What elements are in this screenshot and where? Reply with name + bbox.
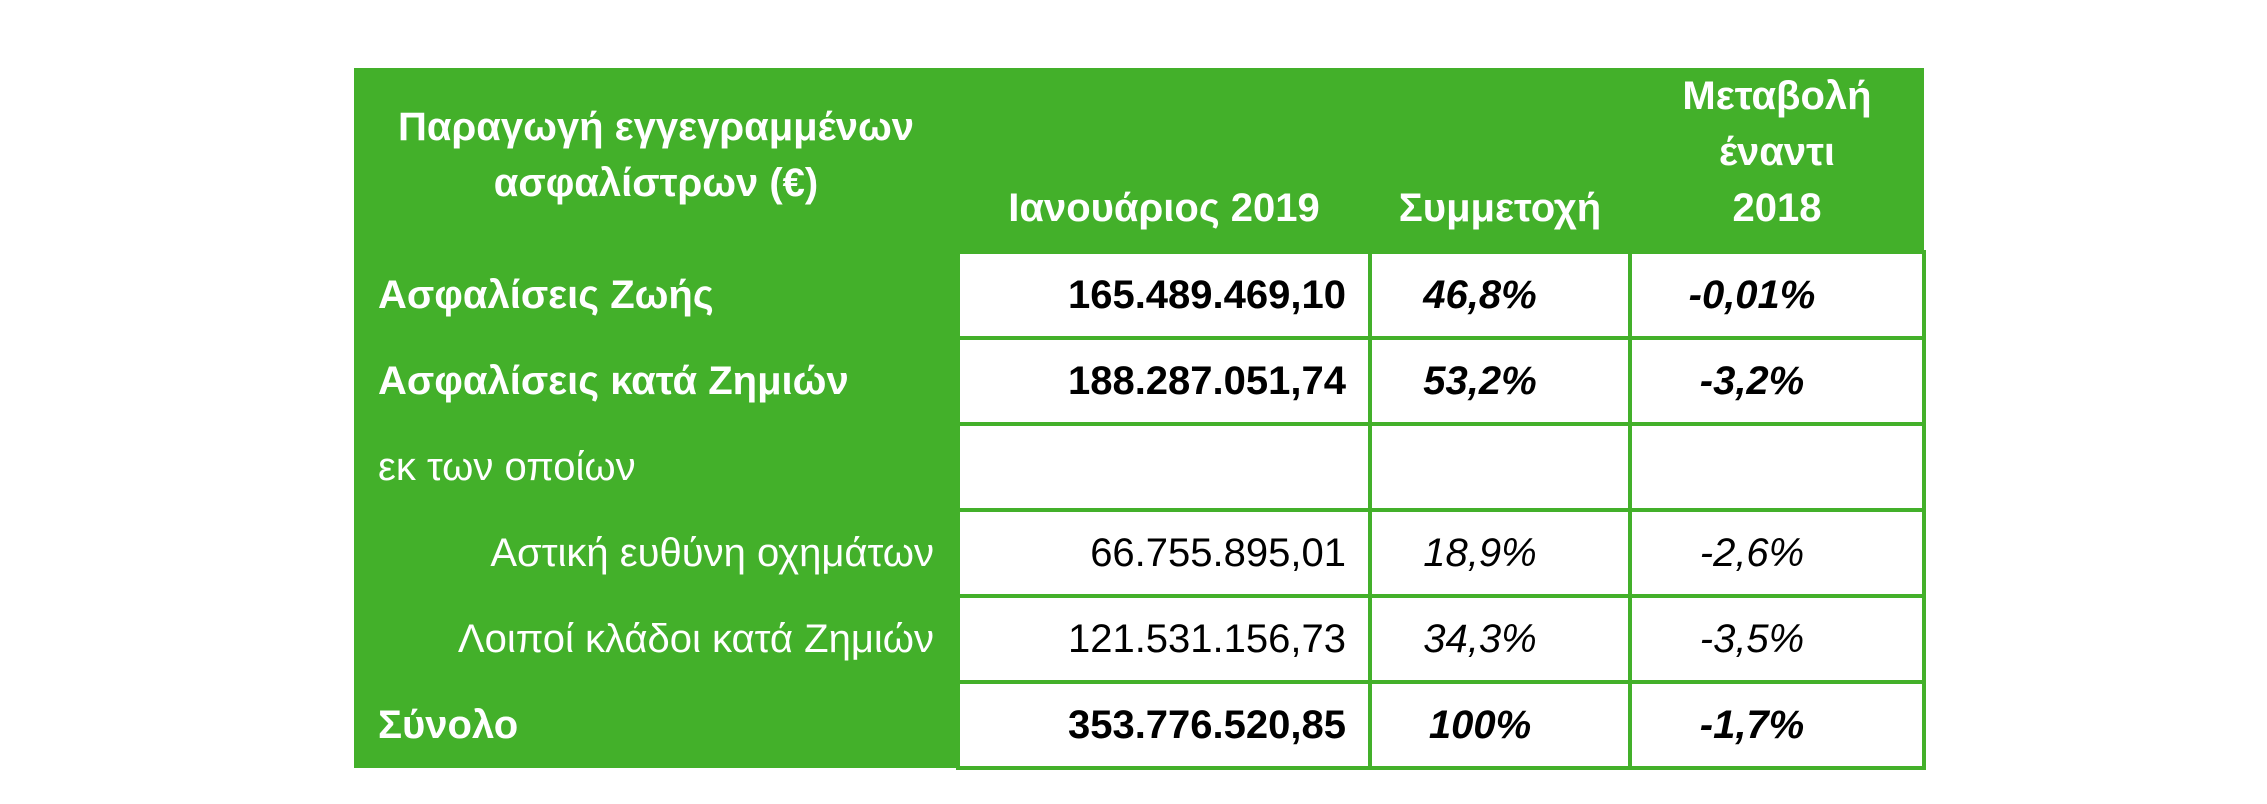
row-value: 66.755.895,01: [956, 508, 1372, 598]
row-change: -0,01%: [1628, 250, 1926, 340]
row-label: Ασφαλίσεις Ζωής: [354, 252, 958, 338]
row-value: 121.531.156,73: [956, 594, 1372, 684]
row-label: Σύνολο: [354, 682, 958, 768]
row-value: 188.287.051,74: [956, 336, 1372, 426]
row-change: -3,5%: [1628, 594, 1926, 684]
header-value: Ιανουάριος 2019: [1008, 186, 1320, 230]
row-change: -2,6%: [1628, 508, 1926, 598]
row-share: 34,3%: [1368, 594, 1632, 684]
row-value: 353.776.520,85: [956, 680, 1372, 770]
table-row-other-non-life: Λοιποί κλάδοι κατά Ζημιών 121.531.156,73…: [354, 594, 1926, 684]
row-change: -3,2%: [1628, 336, 1926, 426]
row-label: εκ των οποίων: [354, 424, 958, 510]
table-row-non-life: Ασφαλίσεις κατά Ζημιών 188.287.051,74 53…: [354, 336, 1926, 426]
row-change: -1,7%: [1628, 680, 1926, 770]
row-label: Λοιποί κλάδοι κατά Ζημιών: [354, 596, 958, 682]
table-row-of-which: εκ των οποίων: [354, 422, 1926, 512]
table-row-total: Σύνολο 353.776.520,85 100% -1,7%: [354, 680, 1926, 770]
row-share: 18,9%: [1368, 508, 1632, 598]
row-share: 53,2%: [1368, 336, 1632, 426]
table-header-row: Παραγωγή εγγεγραμμένων ασφαλίστρων (€) Ι…: [354, 68, 1924, 252]
row-share: [1368, 422, 1632, 512]
table-row-motor-liability: Αστική ευθύνη οχημάτων 66.755.895,01 18,…: [354, 508, 1926, 598]
table-row-life: Ασφαλίσεις Ζωής 165.489.469,10 46,8% -0,…: [354, 250, 1926, 340]
header-label: Παραγωγή εγγεγραμμένων ασφαλίστρων (€): [398, 105, 914, 205]
row-share: 46,8%: [1368, 250, 1632, 340]
row-change: [1628, 422, 1926, 512]
row-value: 165.489.469,10: [956, 250, 1372, 340]
premiums-table-container: Παραγωγή εγγεγραμμένων ασφαλίστρων (€) Ι…: [354, 68, 1926, 770]
header-share: Συμμετοχή: [1398, 186, 1602, 230]
header-change: Μεταβολή έναντι 2018: [1682, 74, 1872, 230]
row-label: Ασφαλίσεις κατά Ζημιών: [354, 338, 958, 424]
row-label: Αστική ευθύνη οχημάτων: [354, 510, 958, 596]
row-value: [956, 422, 1372, 512]
row-share: 100%: [1368, 680, 1632, 770]
premiums-table: Παραγωγή εγγεγραμμένων ασφαλίστρων (€) Ι…: [354, 68, 1926, 770]
